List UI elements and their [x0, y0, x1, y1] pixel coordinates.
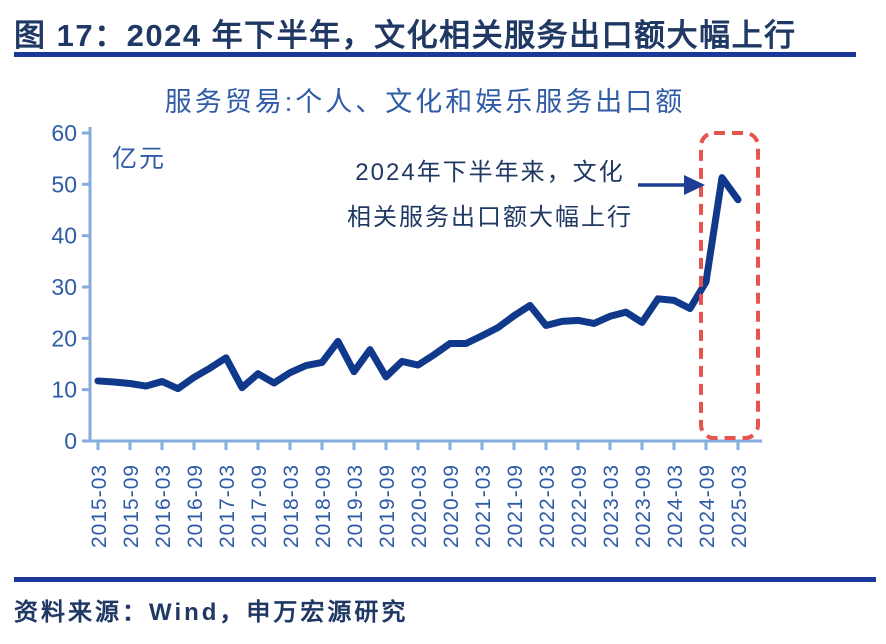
annotation-line-1: 2024年下半年来，文化 [355, 159, 625, 186]
x-tick-label: 2023-09 [632, 464, 655, 548]
x-tick-label: 2015-09 [120, 464, 143, 548]
x-tick-label: 2022-09 [568, 464, 591, 548]
y-tick-label: 0 [64, 428, 77, 454]
chart-title: 服务贸易:个人、文化和娱乐服务出口额 [164, 87, 686, 117]
x-tick-label: 2021-03 [472, 464, 495, 548]
x-tick-label: 2020-09 [440, 464, 463, 548]
figure-title: 图 17：2024 年下半年，文化相关服务出口额大幅上行 [14, 18, 797, 53]
series-line [94, 174, 742, 393]
title-underline [14, 52, 856, 57]
x-tick-label: 2021-09 [504, 464, 527, 548]
y-tick-label: 30 [51, 274, 77, 300]
x-tick-label: 2022-03 [536, 464, 559, 548]
x-tick-label: 2015-03 [88, 464, 111, 548]
x-tick-label: 2019-09 [376, 464, 399, 548]
annotation-arrow-head [684, 175, 705, 195]
x-tick-label: 2019-03 [344, 464, 367, 548]
y-tick-label: 50 [51, 171, 77, 197]
unit-label: 亿元 [112, 145, 166, 173]
x-tick-label: 2017-03 [216, 464, 239, 548]
x-tick-label: 2020-03 [408, 464, 431, 548]
y-tick-label: 10 [51, 377, 77, 403]
source-note: 资料来源：Wind，申万宏源研究 [14, 599, 409, 626]
highlight-box [699, 131, 760, 440]
x-tick-label: 2024-03 [664, 464, 687, 548]
y-tick-label: 60 [51, 120, 77, 146]
x-tick-label: 2023-03 [600, 464, 623, 548]
x-tick-label: 2018-03 [280, 464, 303, 548]
chart-annotation: 2024年下半年来，文化 相关服务出口额大幅上行 [300, 150, 680, 240]
x-tick-label: 2018-09 [312, 464, 335, 548]
y-tick-label: 40 [51, 223, 77, 249]
x-tick-label: 2016-03 [152, 464, 175, 548]
footer-rule [14, 577, 876, 582]
x-tick-label: 2024-09 [696, 464, 719, 548]
annotation-line-2: 相关服务出口额大幅上行 [347, 204, 633, 231]
y-tick-label: 20 [51, 325, 77, 351]
x-tick-label: 2025-03 [728, 464, 751, 548]
x-tick-label: 2016-09 [184, 464, 207, 548]
x-tick-label: 2017-09 [248, 464, 271, 548]
